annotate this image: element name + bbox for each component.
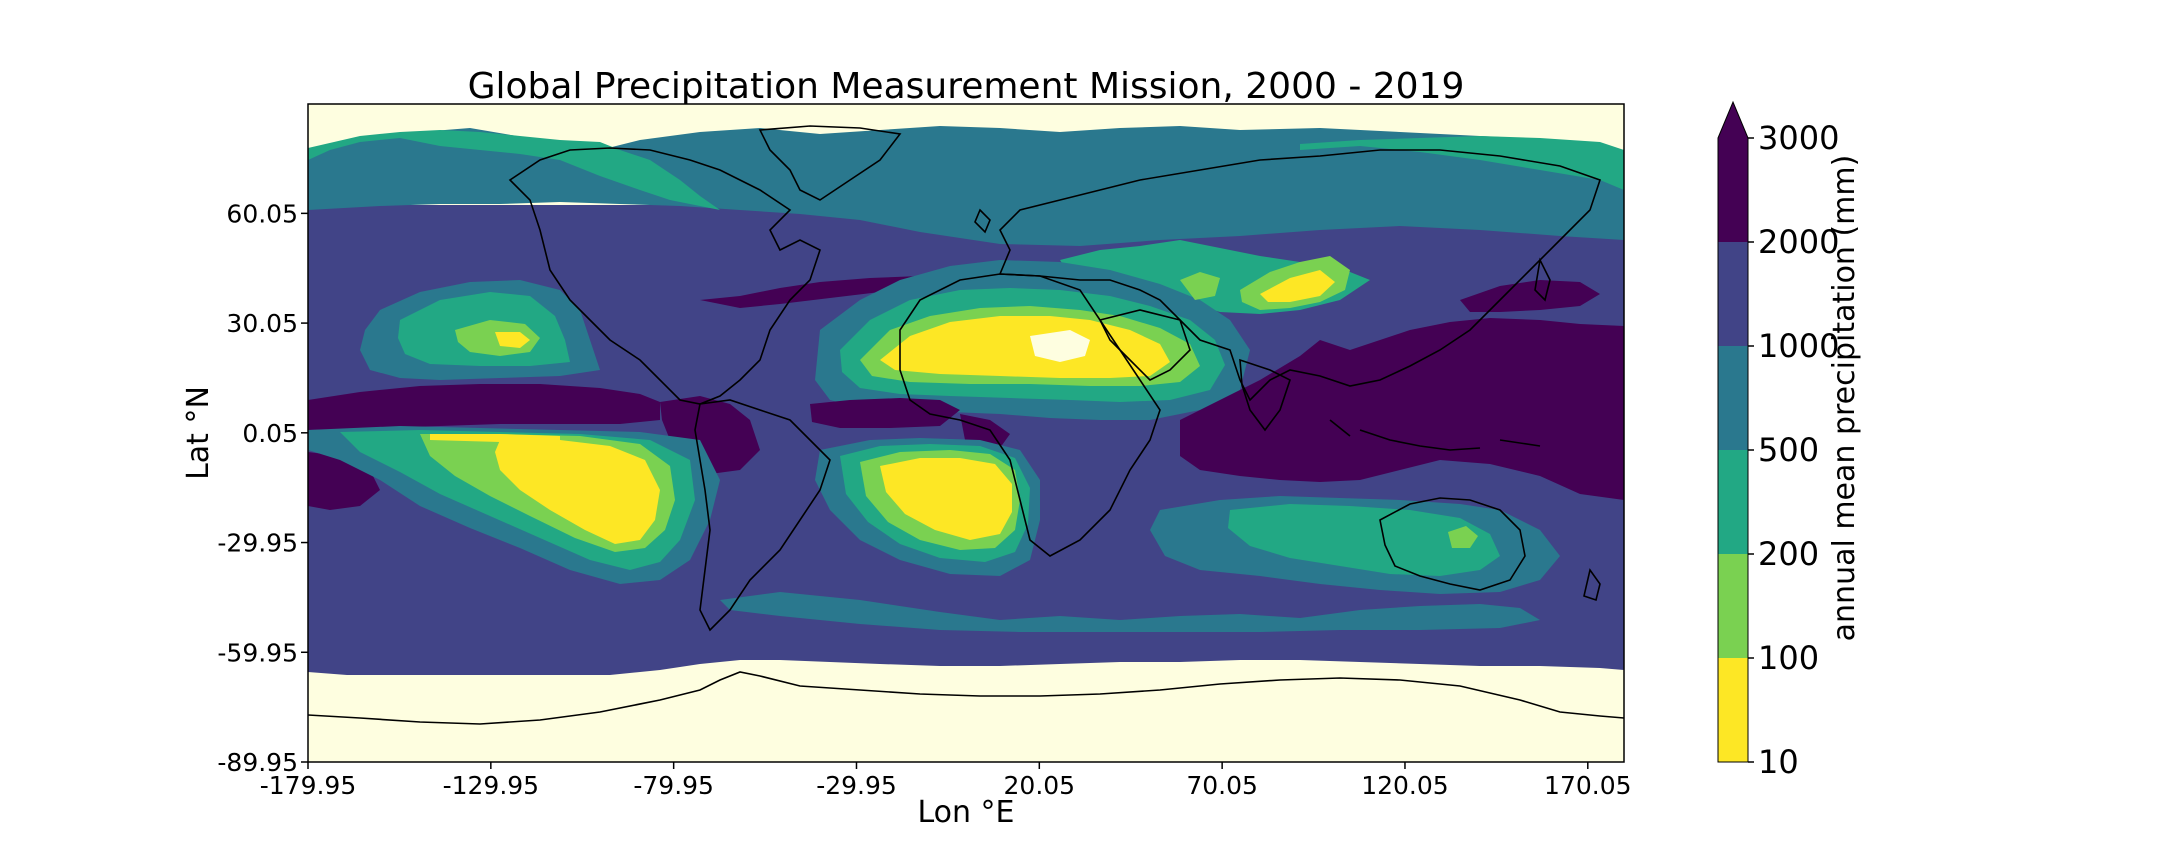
coastlines	[308, 125, 1624, 725]
band-10-100-sahara	[880, 316, 1170, 378]
band-500-1000-southern-ocean	[720, 592, 1540, 632]
coastline-south-america	[694, 399, 831, 632]
x-tick-label: -129.95	[443, 771, 540, 800]
colorbar-segment	[1718, 450, 1748, 554]
band-2000-3000-itcz-pacific	[308, 384, 660, 430]
colorbar-outline	[1717, 100, 1749, 763]
colorbar-tick-label: 100	[1758, 639, 1819, 677]
colorbar-extend-arrow	[1718, 102, 1748, 138]
coastline-new-zealand	[1583, 568, 1601, 602]
coastline-indonesia	[1329, 419, 1541, 451]
colorbar-segment	[1718, 138, 1748, 242]
band-10-100-spacific	[495, 440, 660, 544]
band-200-500-siberia	[1300, 136, 1624, 190]
colorbar-tick-label: 3000	[1758, 119, 1839, 157]
colorbar-segment	[1718, 658, 1748, 762]
colorbar-tick-label: 2000	[1758, 223, 1839, 261]
coastline-arabia	[1098, 309, 1191, 381]
y-tick-label: -29.95	[217, 529, 298, 558]
band-lt10-sahara	[1030, 330, 1090, 362]
coastline-greenland	[758, 125, 902, 201]
colorbar-tick-label: 1000	[1758, 327, 1839, 365]
coastline-europe-asia	[998, 149, 1602, 402]
figure-title: Global Precipitation Measurement Mission…	[468, 66, 1465, 107]
band-10-100-spacific-strip	[430, 434, 560, 442]
x-axis: -179.95 -129.95 -79.95 -29.95 20.05 70.05 120.…	[260, 762, 1632, 800]
antarctica-no-data	[308, 660, 1624, 762]
colorbar-segment	[1718, 346, 1748, 450]
y-tick-label: -89.95	[217, 748, 298, 777]
x-axis-label: Lon °E	[917, 795, 1014, 830]
colorbar: 10 100 200 500 1000 2000 3000	[1717, 100, 1839, 781]
colorbar-tick-label: 10	[1758, 743, 1799, 781]
band-10-100-taklamakan	[1260, 270, 1335, 302]
band-200-500-sindian	[1228, 504, 1500, 576]
band-100-200-arabia	[1180, 272, 1220, 300]
x-tick-label: 70.05	[1186, 771, 1258, 800]
x-tick-label: -79.95	[633, 771, 714, 800]
band-10-100-satlantic	[880, 458, 1012, 540]
y-tick-label: 60.05	[226, 199, 298, 228]
x-tick-label: 120.05	[1361, 771, 1448, 800]
y-axis-label: Lat °N	[181, 386, 216, 480]
x-tick-label: 170.05	[1544, 771, 1631, 800]
coastline-uk-japan	[974, 208, 1551, 302]
y-axis: 60.05 30.05 0.05 -29.95 -59.95 -89.95	[217, 199, 308, 777]
y-tick-label: -59.95	[217, 638, 298, 667]
band-100-200-australia	[1448, 526, 1478, 548]
y-tick-label: 30.05	[226, 309, 298, 338]
precipitation-map	[308, 104, 1624, 762]
x-tick-label: 20.05	[1004, 771, 1076, 800]
y-tick-label: 0.05	[242, 419, 298, 448]
colorbar-label: annual mean precipitation (mm)	[1827, 155, 1862, 642]
x-tick-label: -179.95	[260, 771, 357, 800]
band-10-100-npacific	[495, 332, 530, 348]
coastline-north-america	[508, 147, 821, 405]
band-2000-3000-indowarm	[1180, 318, 1624, 500]
coastline-antarctica	[308, 671, 1624, 725]
x-tick-label: -29.95	[816, 771, 897, 800]
colorbar-segment	[1718, 242, 1748, 346]
coastline-australia	[1379, 497, 1526, 591]
band-200-500-north	[308, 130, 720, 210]
colorbar-tick-label: 200	[1758, 535, 1819, 573]
band-2000-3000-atlantic-itcz	[810, 398, 960, 428]
coastline-india	[1239, 358, 1291, 432]
colorbar-tick-label: 500	[1758, 431, 1819, 469]
colorbar-segment	[1718, 554, 1748, 658]
band-2000-3000-amazon	[660, 396, 760, 474]
